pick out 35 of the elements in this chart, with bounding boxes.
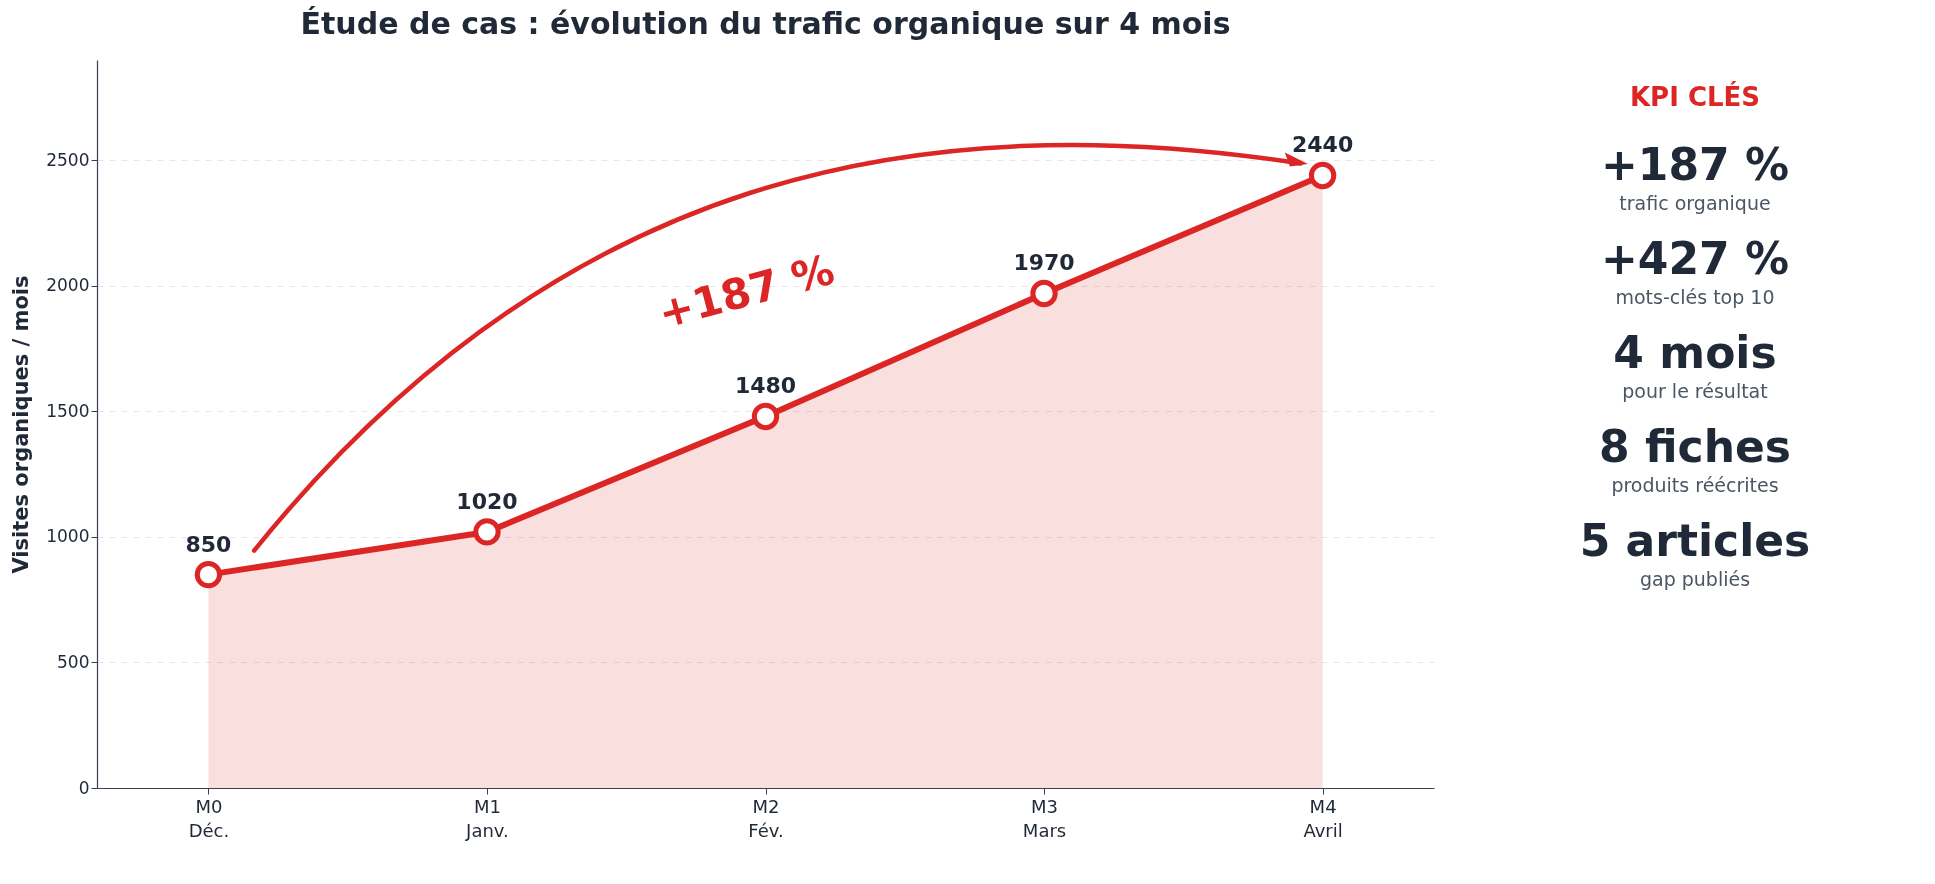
text: +187 % [1599,139,1791,190]
x-tick-label: M2 Fév. [748,795,784,841]
y-tick-label: 2500 [46,149,90,170]
y-tick-label: 2000 [46,275,90,296]
text: 4 mois [1612,327,1778,378]
point [1308,161,1337,190]
y-axis-title: Visites organiques / mois [9,275,34,574]
data-label: 1480 [734,373,797,399]
y-tick-label: 1000 [46,526,90,547]
text: +427 % [1599,233,1791,284]
point [473,518,501,546]
text: mots-clés top 10 [1614,285,1776,310]
x-tick-label: M4 Avril [1303,795,1343,841]
text: pour le résultat [1621,379,1769,404]
x-tick-label: M0 Déc. [188,795,230,841]
text: 5 articles [1578,515,1812,566]
data-label: 1020 [456,488,518,514]
text: produits réécrites [1610,473,1780,498]
text: gap publiés [1638,567,1752,592]
y-tick-label: 1500 [46,400,90,421]
point [194,560,223,589]
text: KPI CLÉS [1628,82,1762,112]
x-tick-label: M1 Janv. [465,795,509,841]
text: trafic organique [1618,191,1772,216]
y-tick-label: 0 [78,777,90,798]
y-tick-label: 500 [57,651,90,672]
data-label: 2440 [1291,132,1354,158]
data-label: 850 [185,531,232,557]
point [1030,279,1058,308]
text: 8 fiches [1598,421,1792,472]
chart-title: Étude de cas : évolution du trafic organique sur 4 mois [300,6,1231,41]
data-label: 1970 [1013,250,1075,276]
annotation: +187 % [653,244,840,339]
x-tick-label: M3 Mars [1022,795,1067,841]
point [751,402,780,431]
